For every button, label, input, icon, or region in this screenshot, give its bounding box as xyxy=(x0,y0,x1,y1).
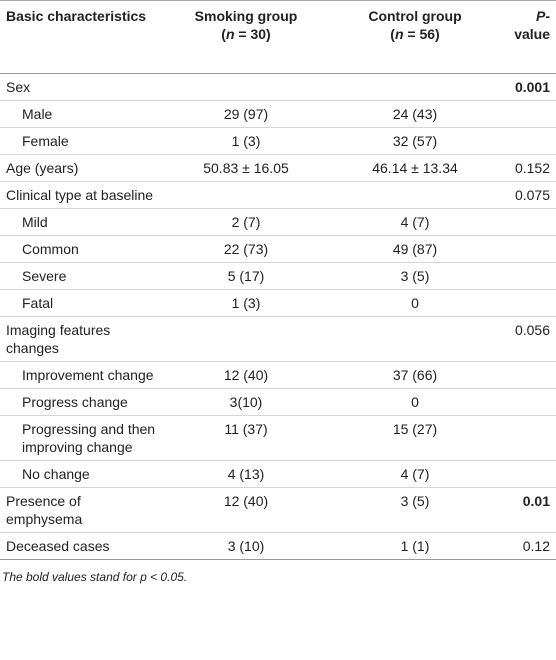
table-cell xyxy=(500,388,556,416)
table-cell: 0.01 xyxy=(500,487,556,533)
table-cell: Fatal xyxy=(0,289,162,317)
table-cell xyxy=(500,415,556,461)
table-cell: 49 (87) xyxy=(330,235,500,263)
table-cell: 5 (17) xyxy=(162,262,330,290)
header-row: Basic characteristics Smoking group (n = … xyxy=(0,0,556,74)
table-cell: 0.152 xyxy=(500,154,556,182)
header-text: ( xyxy=(390,26,395,42)
table-cell: Progress change xyxy=(0,388,162,416)
table-cell: 12 (40) xyxy=(162,361,330,389)
table-row: Clinical type at baseline 0.075 xyxy=(0,181,556,209)
header-text: = 30) xyxy=(234,26,271,42)
table-cell: 0.056 xyxy=(500,316,556,362)
table-row: Improvement change 12 (40) 37 (66) xyxy=(0,361,556,389)
table-cell: 0.075 xyxy=(500,181,556,209)
header-text: -value xyxy=(514,8,550,42)
header-text: P xyxy=(535,8,546,24)
header-text: n xyxy=(394,26,404,42)
table-cell: 2 (7) xyxy=(162,208,330,236)
table-cell: No change xyxy=(0,460,162,488)
header-cell: Smoking group (n = 30) xyxy=(162,0,330,74)
table-cell: 1 (3) xyxy=(162,127,330,155)
table-cell: 3(10) xyxy=(162,388,330,416)
table-cell: Common xyxy=(0,235,162,263)
table-cell xyxy=(500,100,556,128)
table-cell: 4 (7) xyxy=(330,208,500,236)
header-text: = 56) xyxy=(403,26,440,42)
table-row: Presence of emphysema 12 (40) 3 (5) 0.01 xyxy=(0,487,556,533)
table-cell: 15 (27) xyxy=(330,415,500,461)
table-cell: 3 (5) xyxy=(330,487,500,533)
table-cell xyxy=(500,460,556,488)
table-cell xyxy=(330,316,500,362)
table-cell xyxy=(500,289,556,317)
header-cell: P-value xyxy=(500,0,556,74)
table-cell: 1 (3) xyxy=(162,289,330,317)
table-cell: Female xyxy=(0,127,162,155)
table-cell: 32 (57) xyxy=(330,127,500,155)
header-text: ( xyxy=(221,26,226,42)
table-cell: Progressing and then improving change xyxy=(0,415,162,461)
table-cell xyxy=(500,127,556,155)
footnote: The bold values stand for p < 0.05. xyxy=(2,570,188,584)
table-cell: Improvement change xyxy=(0,361,162,389)
table-cell xyxy=(330,73,500,101)
table-cell: 0 xyxy=(330,388,500,416)
table-cell: 4 (7) xyxy=(330,460,500,488)
table-cell: 4 (13) xyxy=(162,460,330,488)
table-row: Progress change 3(10) 0 xyxy=(0,388,556,416)
table-cell xyxy=(500,235,556,263)
table-cell xyxy=(162,73,330,101)
header-cell: Basic characteristics xyxy=(0,0,162,74)
header-cell: Control group (n = 56) xyxy=(330,0,500,74)
table-row: Common 22 (73) 49 (87) xyxy=(0,235,556,263)
table-row: Female 1 (3) 32 (57) xyxy=(0,127,556,155)
table-row: Age (years) 50.83 ± 16.05 46.14 ± 13.34 0.1… xyxy=(0,154,556,182)
table-cell: Male xyxy=(0,100,162,128)
header-text: Control group xyxy=(368,8,462,24)
table-cell: 29 (97) xyxy=(162,100,330,128)
table-row: Severe 5 (17) 3 (5) xyxy=(0,262,556,290)
table-row: Mild 2 (7) 4 (7) xyxy=(0,208,556,236)
table-cell: Mild xyxy=(0,208,162,236)
table-cell: 46.14 ± 13.34 xyxy=(330,154,500,182)
table-cell xyxy=(330,181,500,209)
table-cell: 3 (5) xyxy=(330,262,500,290)
table-row: Deceased cases 3 (10) 1 (1) 0.12 xyxy=(0,532,556,560)
table-cell: 50.83 ± 16.05 xyxy=(162,154,330,182)
table-row: Sex 0.001 xyxy=(0,73,556,101)
table-cell: 22 (73) xyxy=(162,235,330,263)
table-cell: 0 xyxy=(330,289,500,317)
table-cell: Severe xyxy=(0,262,162,290)
table-row: No change 4 (13) 4 (7) xyxy=(0,460,556,488)
table-cell: Clinical type at baseline xyxy=(0,181,162,209)
table-row: Fatal 1 (3) 0 xyxy=(0,289,556,317)
table-cell: Sex xyxy=(0,73,162,101)
table-cell xyxy=(162,316,330,362)
table-cell: 24 (43) xyxy=(330,100,500,128)
header-text: Smoking group xyxy=(194,8,298,24)
table-row: Progressing and then improving change 11 … xyxy=(0,415,556,461)
table-row: Male 29 (97) 24 (43) xyxy=(0,100,556,128)
table-cell xyxy=(162,181,330,209)
table-cell: 0.12 xyxy=(500,532,556,560)
table-cell: 0.001 xyxy=(500,73,556,101)
table-cell: Presence of emphysema xyxy=(0,487,162,533)
table-cell: 1 (1) xyxy=(330,532,500,560)
table-row: Imaging features changes 0.056 xyxy=(0,316,556,362)
table-cell: 3 (10) xyxy=(162,532,330,560)
table-cell xyxy=(500,262,556,290)
table-cell: Imaging features changes xyxy=(0,316,162,362)
table-cell xyxy=(500,208,556,236)
table-body: Sex 0.001 Male 29 (97) 24 (43) Female 1 (3) 32 … xyxy=(0,73,556,560)
data-table: Basic characteristics Smoking group (n = … xyxy=(0,0,556,560)
table-cell: Deceased cases xyxy=(0,532,162,560)
table-cell: 11 (37) xyxy=(162,415,330,461)
table-cell: 37 (66) xyxy=(330,361,500,389)
table-cell xyxy=(500,361,556,389)
table-cell: Age (years) xyxy=(0,154,162,182)
table-cell: 12 (40) xyxy=(162,487,330,533)
header-text: n xyxy=(225,26,235,42)
